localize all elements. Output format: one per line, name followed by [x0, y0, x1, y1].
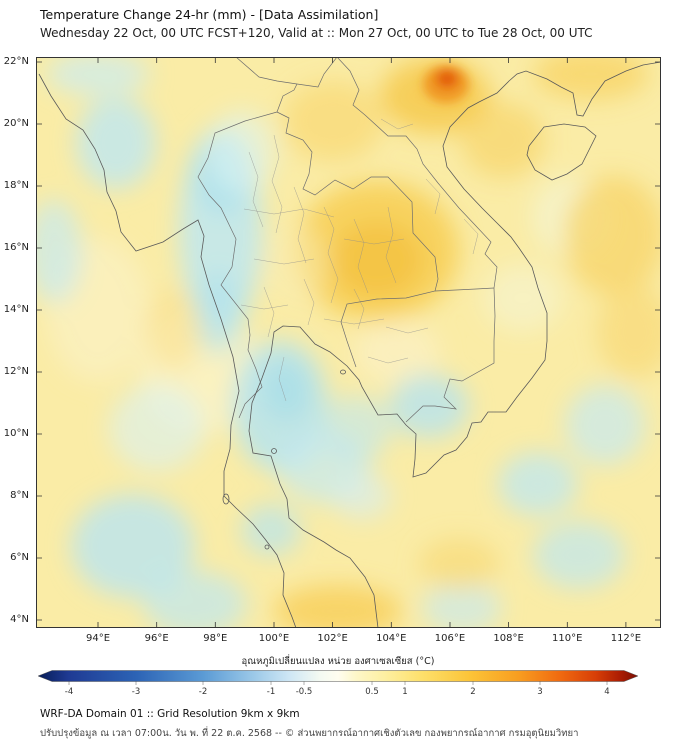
colorbar-tick-label-3: -1: [266, 687, 276, 697]
hainan-island: [526, 123, 597, 181]
colorbar-tick-label-1: -3: [131, 687, 141, 697]
lon-tick-label-8: 110°E: [552, 633, 583, 644]
colorbar-tick-label-2: -2: [198, 687, 208, 697]
lat-tick-label-5: 12°N: [3, 366, 29, 377]
colorbar-gradient-bar: [37, 670, 639, 682]
lat-tick-label-2: 18°N: [3, 180, 29, 191]
lon-tick-label-0: 94°E: [85, 633, 111, 644]
lat-tick-label-3: 16°N: [3, 242, 29, 253]
model-info-line: WRF-DA Domain 01 :: Grid Resolution 9km …: [40, 708, 300, 720]
colorbar-tick-label-9: 4: [604, 687, 610, 697]
colorbar-tick-marks: [68, 681, 608, 685]
lat-tick-label-8: 6°N: [10, 552, 29, 563]
colorbar-tick-label-8: 3: [537, 687, 543, 697]
lon-tick-label-2: 98°E: [203, 633, 228, 644]
colorbar-tick-label-4: -0.5: [295, 687, 313, 697]
lon-tick-label-7: 108°E: [493, 633, 524, 644]
temperature-anomaly-field: [36, 57, 661, 628]
colorbar: [37, 670, 639, 685]
colorbar-tick-label-7: 2: [470, 687, 476, 697]
lat-tick-label-4: 14°N: [3, 304, 29, 315]
lon-tick-label-5: 104°E: [376, 633, 407, 644]
warm-maximum-core: [423, 65, 469, 103]
lat-tick-label-6: 10°N: [3, 428, 29, 439]
coastlines: [38, 61, 661, 628]
country-borders: [197, 57, 498, 423]
chart-title: Temperature Change 24-hr (mm) - [Data As…: [40, 7, 379, 22]
lon-tick-label-9: 112°E: [610, 633, 642, 644]
province-borders: [240, 118, 479, 402]
axis-tick-marks: [36, 57, 661, 628]
colorbar-label: อุณหภูมิเปลี่ยนแปลง หน่วย องศาเซลเซียส (…: [241, 656, 435, 667]
lon-tick-label-6: 106°E: [434, 633, 466, 644]
lat-tick-label-1: 20°N: [3, 118, 29, 129]
lon-tick-label-4: 102°E: [317, 633, 348, 644]
lon-tick-label-1: 96°E: [144, 633, 169, 644]
longitude-axis: 94°E 96°E 98°E 100°E 102°E 104°E 106°E 108°E 110…: [78, 633, 646, 646]
colorbar-tick-label-0: -4: [64, 687, 74, 697]
lon-tick-label-3: 100°E: [258, 633, 290, 644]
lat-tick-label-9: 4°N: [10, 614, 29, 625]
weather-map: [36, 57, 661, 628]
lat-tick-label-0: 22°N: [3, 56, 29, 67]
map-border: [36, 57, 661, 628]
lat-tick-label-7: 8°N: [10, 490, 29, 501]
issuing-agency-line: ปรับปรุงข้อมูล ณ เวลา 07:00น. วัน พ. ที่…: [40, 728, 579, 739]
colorbar-tick-label-5: 0.5: [365, 687, 379, 697]
colorbar-tick-label-6: 1: [402, 687, 408, 697]
chart-subtitle: Wednesday 22 Oct, 00 UTC FCST+120, Valid…: [40, 26, 593, 40]
colorbar-tick-labels: -4 -3 -2 -1 -0.5 0.5 1 2 3 4: [0, 687, 676, 699]
latitude-axis: 22°N 20°N 18°N 16°N 14°N 12°N 10°N 8°N 6°N 4°N: [0, 56, 32, 626]
